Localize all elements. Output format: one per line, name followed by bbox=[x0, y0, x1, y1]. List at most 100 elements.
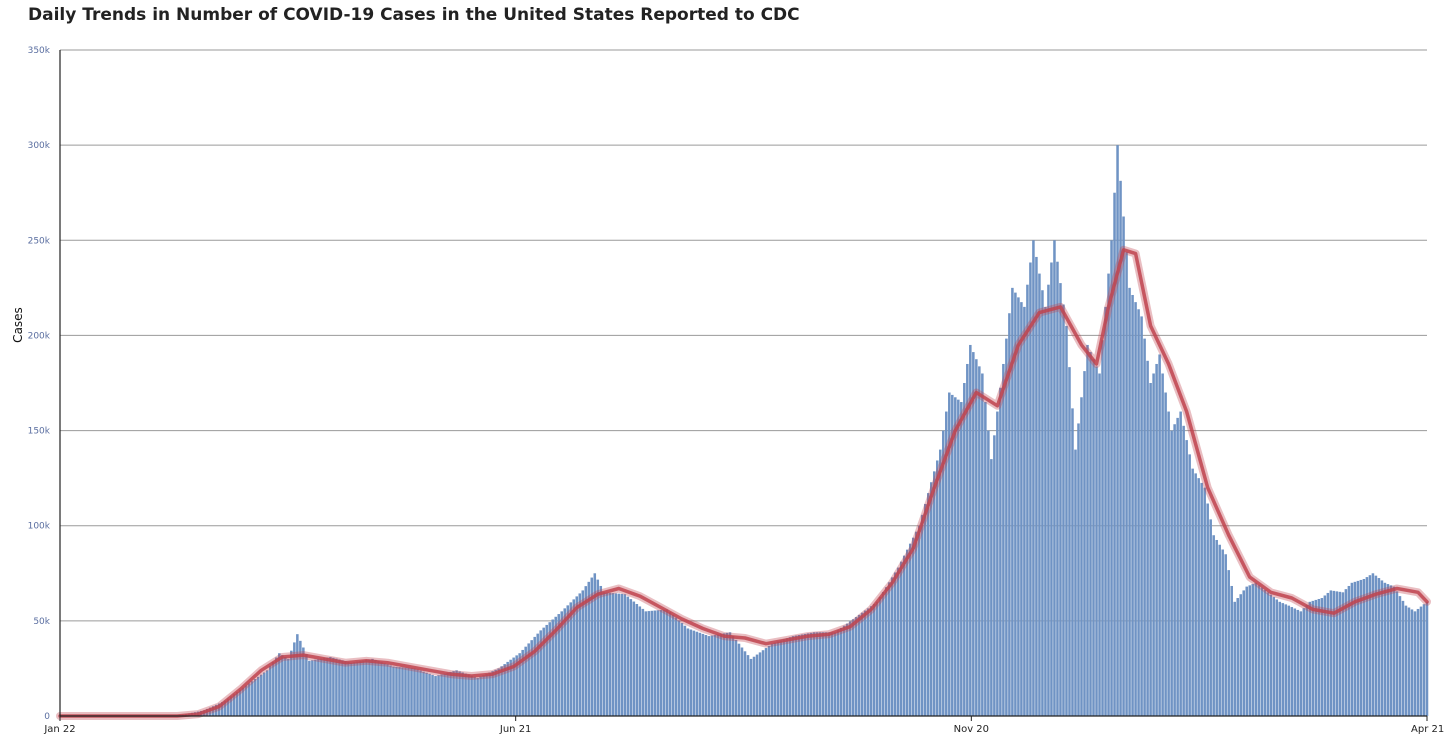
bar bbox=[518, 653, 521, 716]
bar bbox=[1296, 609, 1300, 716]
bar bbox=[599, 585, 603, 716]
bar bbox=[1254, 582, 1258, 716]
bar bbox=[930, 482, 933, 716]
bar bbox=[945, 411, 948, 716]
bar bbox=[908, 543, 912, 716]
bar bbox=[1155, 363, 1158, 716]
bar bbox=[1419, 606, 1423, 716]
bar bbox=[440, 674, 443, 716]
bar bbox=[948, 392, 951, 716]
bar bbox=[1200, 482, 1203, 716]
bar bbox=[993, 435, 996, 716]
bar bbox=[569, 602, 573, 716]
bar bbox=[503, 664, 506, 716]
bar bbox=[1134, 302, 1137, 716]
bar bbox=[987, 430, 990, 716]
bar bbox=[461, 672, 464, 716]
bar bbox=[1302, 608, 1306, 716]
bar bbox=[1233, 601, 1236, 716]
bar bbox=[1410, 609, 1414, 716]
bar bbox=[683, 625, 687, 716]
bar bbox=[911, 537, 915, 716]
bar bbox=[1131, 294, 1134, 716]
bar bbox=[960, 402, 963, 716]
bar bbox=[1065, 325, 1068, 716]
bar bbox=[1422, 604, 1426, 716]
bar bbox=[458, 671, 461, 716]
bar bbox=[1176, 417, 1179, 716]
bar bbox=[320, 658, 323, 716]
bar bbox=[641, 608, 645, 716]
bar bbox=[1191, 468, 1194, 716]
bar bbox=[821, 632, 825, 716]
bar bbox=[446, 672, 449, 716]
bar bbox=[1146, 360, 1149, 716]
bar bbox=[701, 633, 705, 716]
bar bbox=[524, 646, 527, 716]
bar bbox=[933, 471, 936, 716]
bar bbox=[491, 671, 494, 716]
bar bbox=[470, 675, 473, 716]
bar bbox=[275, 657, 278, 716]
bar bbox=[1062, 304, 1065, 716]
bar bbox=[1203, 487, 1206, 716]
bar bbox=[749, 658, 753, 716]
bar bbox=[1392, 586, 1396, 716]
bar bbox=[1269, 594, 1273, 716]
bar bbox=[269, 666, 272, 716]
bar bbox=[614, 593, 618, 716]
bar bbox=[1083, 371, 1086, 716]
bar bbox=[704, 634, 708, 716]
bar bbox=[287, 658, 290, 716]
bar bbox=[1011, 287, 1014, 716]
bar bbox=[1365, 577, 1369, 716]
bar bbox=[377, 661, 380, 716]
bar bbox=[839, 627, 843, 716]
bar bbox=[939, 449, 942, 716]
bar bbox=[650, 610, 654, 716]
bar bbox=[806, 633, 810, 716]
bar bbox=[1275, 599, 1279, 716]
bar bbox=[431, 674, 434, 716]
bar bbox=[239, 689, 242, 716]
bar bbox=[1362, 578, 1366, 716]
bar bbox=[1116, 145, 1119, 717]
bar bbox=[1068, 367, 1071, 716]
bar bbox=[887, 582, 891, 716]
bar bbox=[1074, 449, 1077, 716]
bar bbox=[1107, 273, 1110, 716]
bar bbox=[836, 630, 840, 716]
bar bbox=[1311, 600, 1315, 716]
bar bbox=[1194, 473, 1197, 716]
bar bbox=[365, 660, 368, 716]
bar bbox=[1218, 544, 1221, 716]
y-tick-label: 250k bbox=[28, 236, 51, 246]
bar bbox=[969, 344, 972, 716]
bar bbox=[248, 683, 251, 716]
bar bbox=[659, 609, 663, 716]
bar bbox=[695, 631, 699, 716]
bar bbox=[951, 394, 954, 716]
bar bbox=[536, 633, 539, 716]
bar bbox=[1389, 585, 1393, 716]
bar bbox=[245, 685, 248, 716]
bar bbox=[353, 662, 356, 716]
bar bbox=[1179, 411, 1182, 716]
bar bbox=[1278, 601, 1282, 716]
bar bbox=[1035, 256, 1038, 716]
bar bbox=[1416, 608, 1420, 716]
bar bbox=[434, 676, 437, 716]
bar bbox=[437, 675, 440, 716]
bar bbox=[1395, 591, 1399, 716]
bar bbox=[260, 674, 263, 716]
bar bbox=[830, 632, 834, 716]
bar bbox=[815, 632, 819, 716]
bar bbox=[1188, 454, 1191, 716]
bar bbox=[488, 672, 491, 716]
bar bbox=[305, 654, 308, 716]
bar bbox=[380, 662, 383, 716]
bar bbox=[1347, 585, 1351, 716]
bar bbox=[263, 672, 266, 716]
bar bbox=[1251, 584, 1255, 716]
